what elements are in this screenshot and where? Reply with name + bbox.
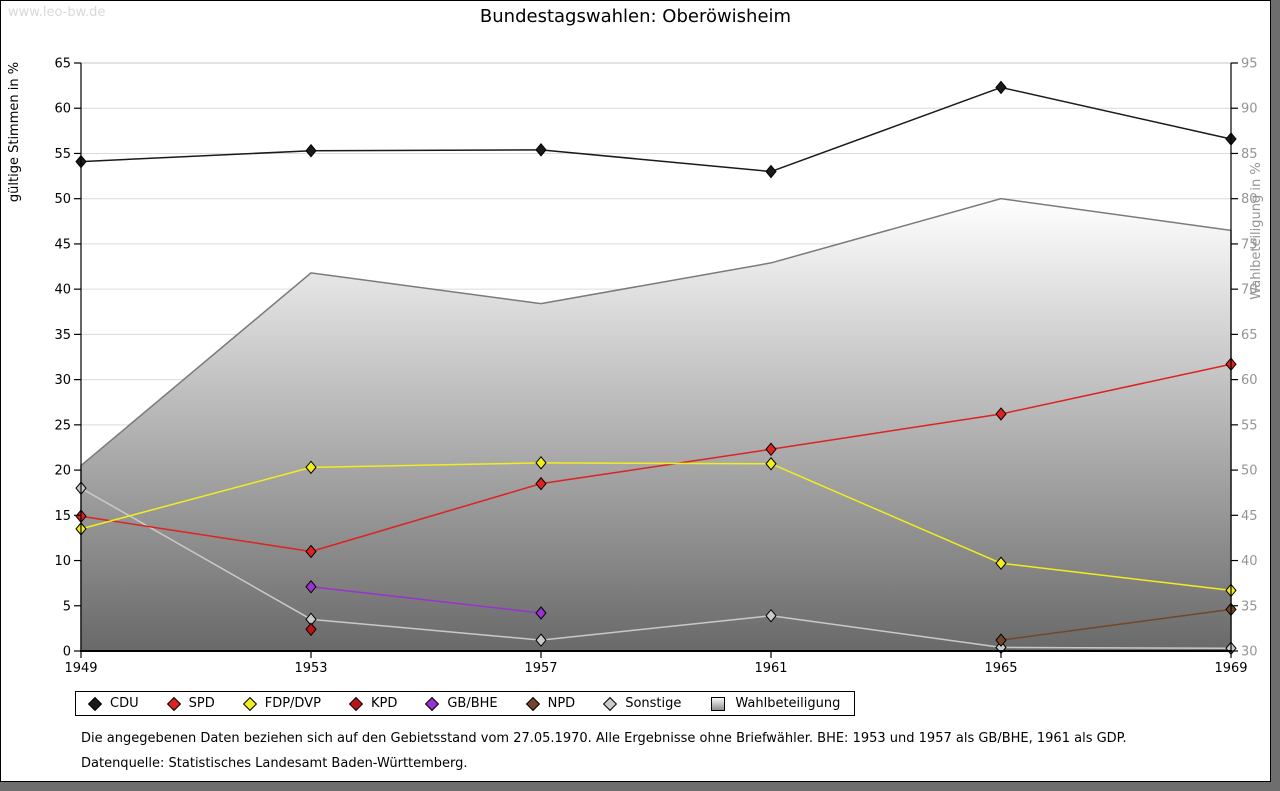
data-point — [995, 556, 1007, 571]
legend-label: Wahlbeteiligung — [735, 696, 841, 711]
svg-text:45: 45 — [54, 237, 71, 252]
legend-label: KPD — [370, 696, 398, 711]
svg-text:35: 35 — [54, 328, 71, 343]
legend-item-cdu: CDU — [87, 696, 139, 711]
diamond-marker-icon — [242, 696, 257, 711]
svg-text:60: 60 — [1241, 373, 1258, 388]
data-point — [995, 633, 1007, 647]
svg-text:80: 80 — [1241, 192, 1258, 207]
svg-text:1965: 1965 — [984, 661, 1017, 676]
diamond-marker-icon — [166, 696, 181, 711]
watermark: www.leo-bw.de — [8, 5, 106, 20]
data-point — [765, 456, 777, 471]
diamond-marker-icon — [525, 696, 540, 711]
svg-text:25: 25 — [54, 418, 71, 433]
series-cdu — [75, 80, 1237, 179]
svg-text:65: 65 — [54, 57, 71, 72]
legend-item-gb-bhe: GB/BHE — [425, 696, 498, 711]
data-point — [765, 442, 777, 457]
data-point — [535, 456, 547, 470]
svg-text:45: 45 — [1241, 509, 1258, 524]
svg-text:90: 90 — [1241, 102, 1258, 117]
svg-text:15: 15 — [54, 509, 71, 524]
legend-item-wahlbeteiligung: Wahlbeteiligung — [711, 696, 840, 711]
svg-text:1953: 1953 — [294, 661, 327, 676]
svg-text:5: 5 — [63, 599, 71, 614]
diamond-marker-icon — [603, 696, 618, 711]
legend-label: NPD — [547, 696, 576, 711]
svg-text:20: 20 — [54, 464, 71, 479]
svg-text:50: 50 — [54, 192, 71, 207]
data-point — [535, 633, 547, 647]
legend-label: CDU — [110, 696, 139, 711]
series-gb-bhe — [305, 579, 547, 620]
svg-text:0: 0 — [63, 645, 71, 660]
series-spd — [75, 357, 1237, 559]
svg-text:30: 30 — [54, 373, 71, 388]
data-point — [535, 476, 547, 491]
svg-text:50: 50 — [1241, 464, 1258, 479]
svg-text:10: 10 — [54, 554, 71, 569]
series-npd — [995, 602, 1237, 647]
page-title: Bundestagswahlen: Oberöwisheim — [479, 6, 792, 27]
svg-text:75: 75 — [1241, 237, 1258, 252]
svg-text:70: 70 — [1241, 283, 1258, 298]
svg-text:1969: 1969 — [1214, 661, 1247, 676]
svg-text:30: 30 — [1241, 645, 1258, 660]
right-axis-title: Wahlbeteiligung in % — [1249, 162, 1264, 299]
data-point — [995, 80, 1007, 95]
data-point — [305, 622, 317, 637]
diamond-marker-icon — [425, 696, 440, 711]
diamond-marker-icon — [348, 696, 364, 711]
axes: 0 5 10 15 20 25 30 35 40 45 50 55 60 65 30 35 40 45 50 55 60… — [54, 57, 1257, 677]
data-point — [305, 143, 317, 158]
svg-text:1957: 1957 — [524, 661, 557, 676]
area-marker-icon — [711, 696, 726, 711]
svg-text:55: 55 — [1241, 418, 1258, 433]
legend: CDU SPD FDP/DVP KPD GB/BHE NPD Sonstige Wahlbet… — [75, 691, 856, 716]
footnote-datenquelle: Datenquelle: Statistisches Landesamt Bad… — [81, 756, 468, 771]
footnote-gebietsstand: Die angegebenen Daten beziehen sich auf … — [81, 731, 1127, 746]
data-point — [765, 608, 777, 623]
svg-text:85: 85 — [1241, 147, 1258, 162]
svg-text:60: 60 — [54, 102, 71, 117]
svg-text:95: 95 — [1241, 57, 1258, 72]
data-point — [995, 407, 1007, 421]
svg-text:35: 35 — [1241, 599, 1258, 614]
svg-text:65: 65 — [1241, 328, 1258, 343]
data-point — [535, 606, 547, 620]
legend-label: Sonstige — [625, 696, 682, 711]
svg-text:40: 40 — [1241, 554, 1258, 569]
legend-item-sonstige: Sonstige — [603, 696, 682, 711]
turnout-area — [80, 197, 1232, 652]
svg-text:1961: 1961 — [754, 661, 787, 676]
legend-item-fdp-dvp: FDP/DVP — [242, 696, 321, 711]
left-axis-title: gültige Stimmen in % — [7, 62, 22, 202]
election-chart: 0 5 10 15 20 25 30 35 40 45 50 55 60 65 30 35 40 45 50 55 60… — [7, 57, 1264, 677]
data-point — [305, 579, 317, 594]
svg-text:40: 40 — [54, 283, 71, 298]
series-kpd — [305, 622, 317, 637]
diamond-marker-icon — [87, 696, 103, 711]
svg-text:1949: 1949 — [64, 661, 97, 676]
data-point — [305, 460, 317, 475]
legend-label: SPD — [188, 696, 215, 711]
legend-item-npd: NPD — [525, 696, 576, 711]
data-point — [305, 544, 317, 559]
legend-label: FDP/DVP — [264, 696, 321, 711]
series-fdp-dvp — [75, 456, 1237, 598]
legend-label: GB/BHE — [447, 696, 498, 711]
legend-item-spd: SPD — [166, 696, 215, 711]
data-point — [535, 143, 547, 157]
legend-item-kpd: KPD — [348, 696, 398, 711]
svg-text:55: 55 — [54, 147, 71, 162]
data-point — [765, 164, 777, 179]
